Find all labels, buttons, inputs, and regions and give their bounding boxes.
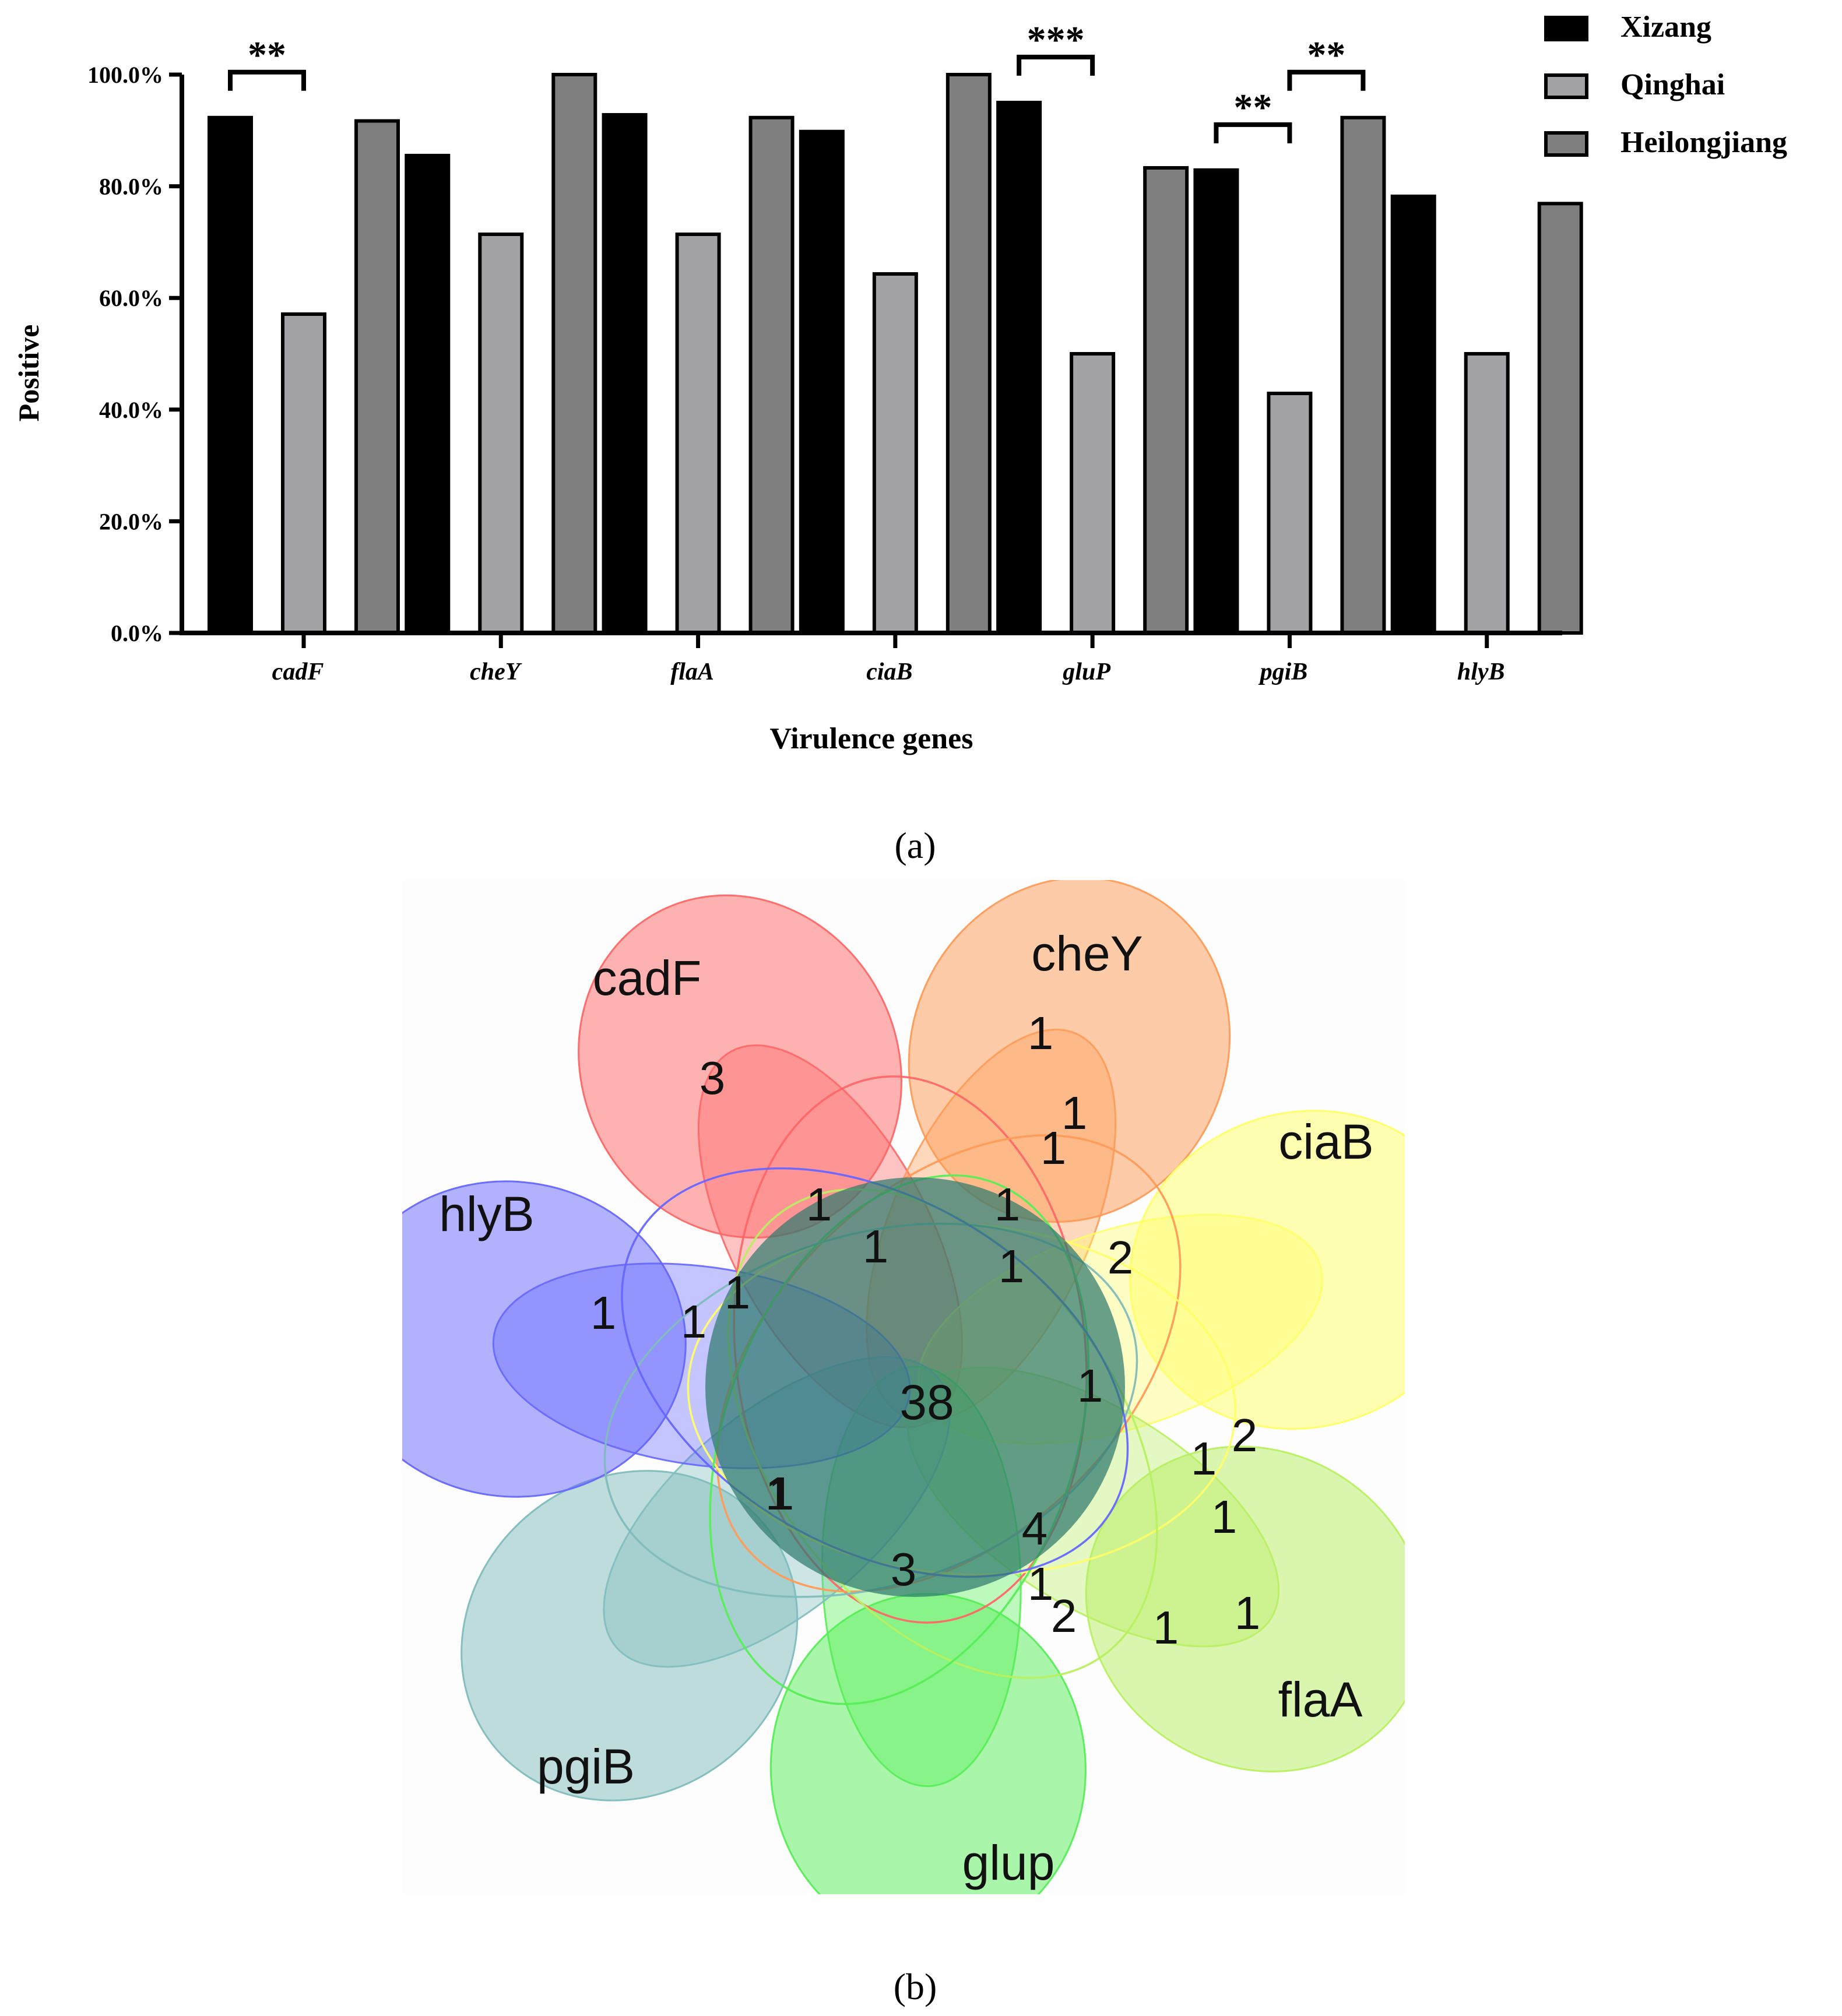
significance-label: *** bbox=[1027, 19, 1085, 61]
venn-region-count: 4 bbox=[1022, 1503, 1048, 1554]
venn-region-count: 1 bbox=[994, 1178, 1021, 1230]
legend-label-heilongjiang: Heilongjiang bbox=[1620, 126, 1787, 159]
venn-region-count: 1 bbox=[1211, 1491, 1238, 1543]
bar-xizang-cheY bbox=[405, 153, 451, 635]
bar-chart: 0.0% 20.0% 40.0% 60.0% 80.0% 100.0% cadF cheY f… bbox=[12, 10, 1787, 866]
bar-qinghai-ciaB bbox=[872, 272, 918, 635]
venn-label-pgiB: pgiB bbox=[537, 1739, 635, 1794]
bar-heilongjiang-ciaB bbox=[945, 73, 992, 635]
bar-heilongjiang-flaA bbox=[748, 115, 795, 635]
bar-heilongjiang-gluP bbox=[1143, 166, 1189, 635]
legend-label-qinghai: Qinghai bbox=[1620, 68, 1725, 101]
panel-b-label: (b) bbox=[894, 1966, 937, 2007]
x-axis-title: Virulence genes bbox=[770, 722, 973, 755]
x-tick-label-cadF: cadF bbox=[272, 659, 324, 685]
x-tick-label-hlyB: hlyB bbox=[1457, 659, 1505, 685]
significance-brackets: ** ******* bbox=[228, 19, 1366, 143]
y-tick-label: 80.0% bbox=[99, 174, 163, 200]
significance-bracket bbox=[1214, 122, 1292, 143]
bar-series bbox=[208, 73, 1583, 635]
venn-label-cadF: cadF bbox=[593, 951, 702, 1005]
bar-qinghai-flaA bbox=[675, 232, 721, 635]
significance-bracket bbox=[1287, 69, 1366, 91]
venn-region-count: 3 bbox=[891, 1543, 917, 1595]
significance-label: ** bbox=[248, 34, 286, 76]
venn-region-count: 3 bbox=[699, 1052, 726, 1104]
venn-region-count: 1 bbox=[1191, 1433, 1217, 1484]
venn-region-count: 1 bbox=[725, 1266, 751, 1318]
venn-label-ciaB: ciaB bbox=[1278, 1114, 1373, 1169]
venn-inner-outlines bbox=[603, 1075, 1236, 1705]
venn-region-count: 2 bbox=[1232, 1409, 1258, 1461]
legend-label-xizang: Xizang bbox=[1620, 10, 1711, 44]
venn-region-count: 1 bbox=[1153, 1602, 1179, 1653]
legend: Xizang Qinghai Heilongjiang bbox=[1544, 10, 1787, 159]
venn-region-count: 1 bbox=[1077, 1360, 1103, 1412]
y-tick-label: 20.0% bbox=[99, 508, 163, 534]
venn-region-count: 1 bbox=[1061, 1087, 1088, 1139]
venn-label-hlyB: hlyB bbox=[439, 1187, 534, 1241]
bar-xizang-gluP bbox=[996, 100, 1042, 635]
venn-region-count: 1 bbox=[590, 1287, 617, 1339]
venn-label-flaA: flaA bbox=[1278, 1672, 1363, 1727]
x-tick-label-pgiB: pgiB bbox=[1259, 659, 1308, 685]
legend-swatch-qinghai bbox=[1544, 73, 1588, 99]
venn-label-glup: glup bbox=[962, 1835, 1055, 1890]
venn-region-count: 1 bbox=[1040, 1122, 1067, 1174]
significance-label: ** bbox=[1233, 86, 1272, 129]
y-axis-title: Positive bbox=[12, 325, 45, 422]
y-tick-label: 60.0% bbox=[99, 285, 163, 311]
venn-region-count: 1 bbox=[1235, 1587, 1261, 1639]
bar-heilongjiang-hlyB bbox=[1537, 202, 1583, 635]
venn-region-count: 1 bbox=[1028, 1558, 1054, 1610]
significance-bracket bbox=[228, 69, 306, 91]
bar-qinghai-pgiB bbox=[1267, 392, 1313, 635]
x-tick-label-flaA: flaA bbox=[670, 659, 714, 685]
venn-set-labels: cadF cheY ciaB flaA glup pgiB hlyB bbox=[439, 926, 1373, 1890]
bar-xizang-flaA bbox=[602, 112, 648, 635]
legend-swatch-heilongjiang bbox=[1544, 131, 1588, 157]
venn-region-count: 1 bbox=[681, 1296, 707, 1347]
panel-a-label: (a) bbox=[894, 825, 936, 866]
y-axis-tick-labels: 0.0% 20.0% 40.0% 60.0% 80.0% 100.0% bbox=[87, 62, 163, 646]
venn-label-cheY: cheY bbox=[1031, 926, 1143, 981]
venn-center-count: 38 bbox=[899, 1375, 954, 1430]
x-axis-tick-labels: cadF cheY flaA ciaB gluP pgiB hlyB bbox=[272, 659, 1505, 685]
bar-qinghai-cadF bbox=[281, 312, 326, 635]
bar-qinghai-cheY bbox=[478, 232, 524, 635]
venn-region-count: 1 bbox=[765, 1468, 792, 1519]
venn-core bbox=[705, 1177, 1125, 1597]
significance-label: ** bbox=[1307, 34, 1345, 76]
bar-qinghai-hlyB bbox=[1464, 352, 1510, 635]
bar-xizang-cadF bbox=[208, 115, 253, 635]
bar-xizang-ciaB bbox=[799, 129, 845, 635]
x-tick-label-cheY: cheY bbox=[470, 659, 522, 685]
venn-region-count: 1 bbox=[768, 1468, 795, 1519]
significance-bracket bbox=[1017, 54, 1095, 76]
y-tick-label: 0.0% bbox=[111, 620, 163, 646]
bar-xizang-pgiB bbox=[1193, 168, 1239, 635]
bar-xizang-hlyB bbox=[1390, 194, 1436, 635]
y-tick-label: 40.0% bbox=[99, 397, 163, 423]
bar-heilongjiang-cadF bbox=[354, 119, 400, 635]
x-tick-label-gluP: gluP bbox=[1062, 659, 1110, 685]
venn-region-count: 2 bbox=[1108, 1232, 1134, 1283]
bar-heilongjiang-cheY bbox=[551, 73, 597, 635]
bar-qinghai-gluP bbox=[1070, 352, 1116, 635]
y-tick-label: 100.0% bbox=[87, 62, 163, 88]
venn-region-count: 1 bbox=[863, 1220, 889, 1272]
venn-region-count: 1 bbox=[999, 1240, 1025, 1292]
bar-heilongjiang-pgiB bbox=[1340, 115, 1386, 635]
x-axis-ticks bbox=[301, 633, 1489, 648]
venn-region-count: 1 bbox=[1028, 1007, 1054, 1059]
x-tick-label-ciaB: ciaB bbox=[866, 659, 912, 685]
venn-region-count: 1 bbox=[806, 1178, 832, 1230]
venn-region-count: 2 bbox=[1051, 1590, 1077, 1642]
legend-swatch-xizang bbox=[1544, 16, 1588, 41]
